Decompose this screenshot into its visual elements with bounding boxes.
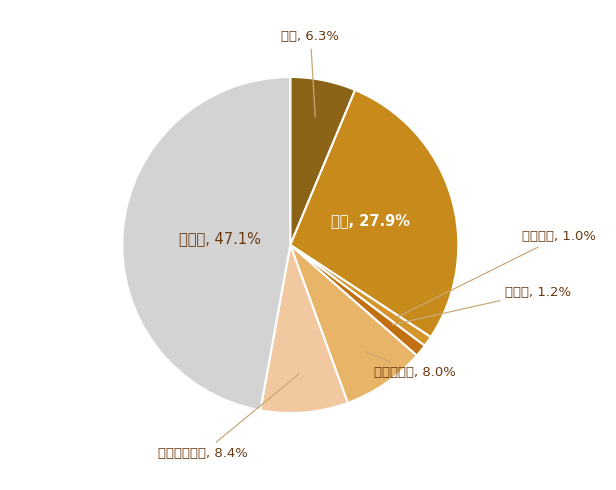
Text: パソコン, 1.0%: パソコン, 1.0% [397, 230, 596, 317]
Wedge shape [290, 245, 417, 403]
Text: 複合機, 1.2%: 複合機, 1.2% [392, 286, 572, 325]
Wedge shape [290, 90, 458, 337]
Wedge shape [290, 77, 355, 245]
Wedge shape [290, 245, 431, 346]
Wedge shape [261, 245, 348, 413]
Text: 冷凍・冷蔵, 8.0%: 冷凍・冷蔵, 8.0% [365, 351, 456, 379]
Wedge shape [290, 245, 424, 356]
Text: ショーケース, 8.4%: ショーケース, 8.4% [158, 374, 299, 460]
Text: 空調, 6.3%: 空調, 6.3% [282, 30, 339, 117]
Wedge shape [122, 77, 290, 410]
Text: 照明, 27.9%: 照明, 27.9% [331, 213, 410, 228]
Text: その他, 47.1%: その他, 47.1% [179, 231, 261, 246]
